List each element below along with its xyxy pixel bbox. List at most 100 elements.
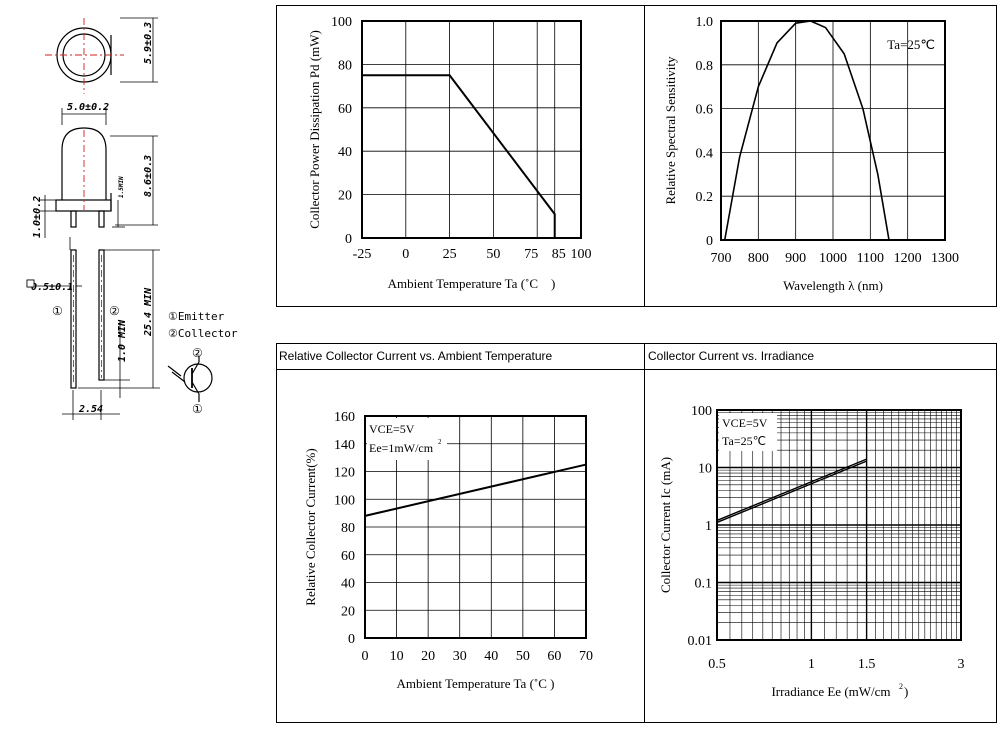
annotation-box	[367, 418, 447, 460]
x-axis-label-sup: 2	[899, 682, 903, 691]
y-tick-label: 0	[348, 632, 355, 647]
header-divider	[276, 369, 997, 370]
legend-collector: ②Collector	[168, 327, 238, 340]
current-vs-irradiance-chart: VCE=5V Ta=25℃ 0.5 1 1.5 3 0.01 0.1 1 10 100 Irradia…	[658, 404, 965, 699]
x-axis-label: Irradiance Ee (mW/cm	[771, 684, 890, 699]
x-tick-label: 0	[402, 247, 409, 262]
y-tick-label: 80	[338, 58, 352, 73]
panel-header-left: Relative Collector Current vs. Ambient T…	[279, 349, 553, 363]
dim-height-body: 8.6±0.3	[143, 155, 154, 197]
x-tick-label: 1300	[931, 251, 959, 266]
y-axis-label: Collector Current Ic (mA)	[658, 457, 673, 593]
series-line	[716, 458, 867, 522]
x-axis-label: Wavelength λ (nm)	[783, 278, 883, 293]
annotation-sup: 2	[438, 438, 442, 446]
y-tick-label: 20	[341, 604, 355, 619]
annotation-box	[719, 413, 777, 451]
bottom-divider	[644, 343, 645, 723]
y-tick-label: 0.6	[696, 103, 714, 118]
top-panels-frame	[276, 5, 997, 307]
dim-height-top: 5.9±0.3	[143, 22, 154, 64]
bottom-panels-frame	[276, 343, 997, 723]
x-tick-label: 25	[443, 247, 457, 262]
chart-annotation: Ta=25℃	[887, 37, 935, 52]
x-tick-label: 20	[421, 649, 435, 664]
y-axis-label: Relative Spectral Sensitivity	[663, 56, 678, 205]
symbol-emitter-label: ①	[192, 402, 203, 416]
y-tick-label: 0	[345, 232, 352, 247]
y-tick-label: 80	[341, 521, 355, 536]
x-tick-label: 0.5	[708, 657, 726, 672]
y-tick-label: 160	[334, 410, 355, 425]
series-line	[364, 463, 587, 517]
series-line	[362, 74, 556, 238]
series-line	[716, 460, 867, 524]
y-tick-label: 0.2	[696, 190, 714, 205]
x-tick-label: 1.5	[858, 657, 876, 672]
y-tick-label: 60	[338, 102, 352, 117]
plot-frame	[361, 20, 582, 239]
x-tick-label: 50	[486, 247, 500, 262]
annotation-vce: VCE=5V	[369, 422, 415, 436]
dim-flange: 1.0±0.2	[32, 196, 43, 238]
y-tick-label: 40	[338, 145, 352, 160]
dim-flange-small: 1.5MIN	[118, 176, 125, 198]
y-tick-label: 0.8	[696, 59, 714, 74]
dim-pitch: 2.54	[78, 404, 103, 415]
y-tick-label: 1.0	[696, 15, 714, 30]
x-tick-label: 700	[711, 251, 732, 266]
y-tick-label: 0.1	[695, 577, 713, 592]
lead2-label: ②	[109, 304, 120, 318]
series-line	[723, 20, 890, 241]
y-axis-label: Relative Collector Current(%)	[303, 448, 318, 605]
y-tick-label: 40	[341, 577, 355, 592]
x-tick-label: 30	[453, 649, 467, 664]
x-tick-label: 3	[958, 657, 965, 672]
x-tick-label: 800	[748, 251, 769, 266]
x-tick-label: 60	[547, 649, 561, 664]
annotation-vce: VCE=5V	[722, 416, 768, 430]
x-tick-label: 50	[516, 649, 530, 664]
y-tick-label: 1	[705, 519, 712, 534]
x-tick-label: 85	[552, 247, 566, 262]
x-tick-label: 1000	[819, 251, 847, 266]
x-axis-label-end: )	[904, 684, 908, 699]
plot-frame	[720, 20, 946, 241]
x-tick-label: 1200	[894, 251, 922, 266]
dim-lead-size: 0.5±0.1	[31, 282, 73, 293]
y-axis-label: Collector Power Dissipation Pd (mW)	[307, 30, 322, 229]
x-tick-label: 100	[571, 247, 592, 262]
x-axis-label: Ambient Temperature Ta (˚C )	[397, 676, 555, 691]
x-tick-label: 1100	[857, 251, 884, 266]
y-tick-label: 120	[334, 466, 355, 481]
y-tick-label: 0.4	[696, 146, 714, 161]
y-tick-label: 20	[338, 189, 352, 204]
y-tick-label: 100	[334, 493, 355, 508]
lead1-label: ①	[52, 304, 63, 318]
x-tick-label: -25	[353, 247, 372, 262]
y-tick-label: 140	[334, 438, 355, 453]
legend-emitter: ①Emitter	[168, 310, 225, 323]
panel-header-right: Collector Current vs. Irradiance	[648, 349, 815, 363]
x-tick-label: 70	[579, 649, 593, 664]
plot-frame	[716, 409, 962, 641]
x-axis-label: Ambient Temperature Ta (˚C )	[388, 276, 556, 291]
dim-lead-short: 1.0 MIN	[117, 319, 128, 362]
x-tick-label: 900	[785, 251, 806, 266]
dim-lead-length: 25.4 MIN	[143, 287, 154, 337]
y-tick-label: 100	[691, 404, 712, 419]
top-divider	[644, 5, 645, 307]
x-tick-label: 40	[484, 649, 498, 664]
plot-frame	[364, 415, 587, 639]
x-tick-label: 75	[524, 247, 538, 262]
y-tick-label: 0	[706, 234, 713, 249]
y-tick-label: 100	[331, 15, 352, 30]
annotation-ee: Ee=1mW/cm	[369, 441, 434, 455]
x-tick-label: 10	[390, 649, 404, 664]
package-drawing: 5.9±0.3 5.0±0.2 8.6±0.3 1.5MIN 1.0±0.2 0…	[26, 17, 238, 420]
y-tick-label: 60	[341, 549, 355, 564]
y-tick-label: 0.01	[688, 634, 713, 649]
spectral-sensitivity-chart: Ta=25℃ 700 800 900 1000 1100 1200 1300 0 0.2 0.4 0.…	[663, 15, 959, 293]
